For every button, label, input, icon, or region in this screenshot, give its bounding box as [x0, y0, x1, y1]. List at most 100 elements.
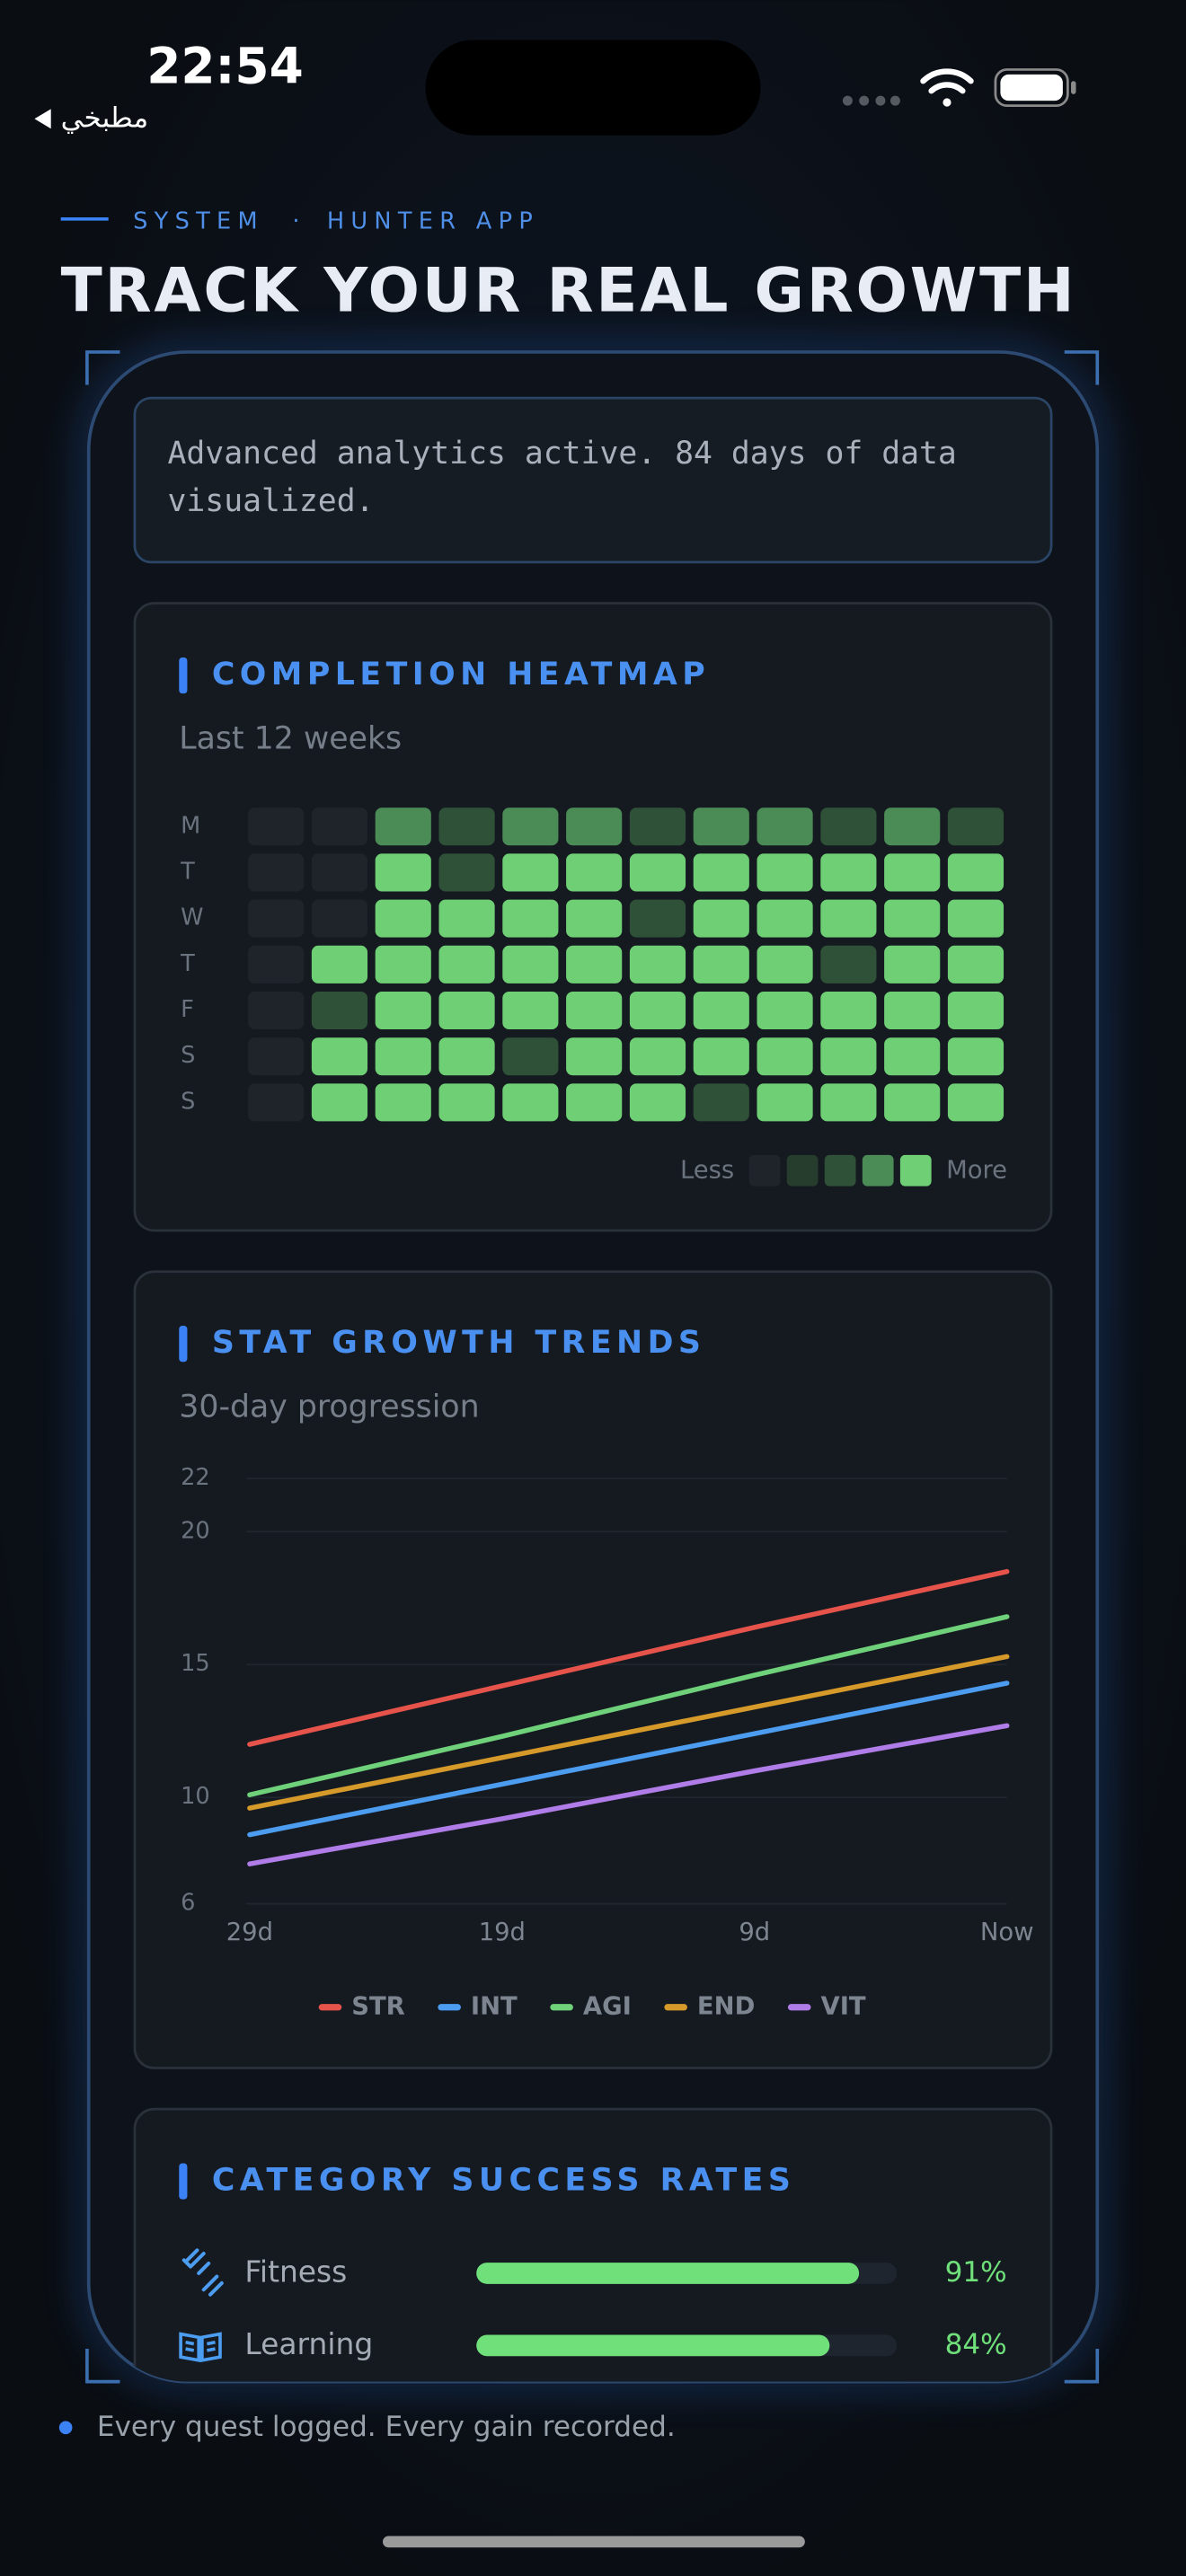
heat-cell — [311, 853, 368, 892]
heat-cell — [947, 1037, 1005, 1076]
dynamic-island — [425, 40, 761, 136]
heat-cell — [693, 1083, 749, 1122]
heat-cell — [248, 899, 305, 938]
heat-cell — [375, 1083, 431, 1122]
legend-label: END — [697, 1992, 755, 2020]
heat-cell — [884, 945, 941, 984]
line-chart: 6 10 15 20 22 29d 19d 9d Now STR INT AGI END VIT — [181, 1464, 1033, 2020]
card-accent — [179, 2163, 188, 2200]
heat-cell — [629, 992, 686, 1030]
back-arrow[interactable] — [34, 109, 51, 129]
card-title: COMPLETION HEATMAP — [212, 657, 710, 693]
y-tick-label: 10 — [181, 1783, 210, 1810]
trends-card — [133, 1270, 1053, 2069]
heat-cell — [375, 807, 431, 846]
day-label: T — [180, 858, 195, 885]
heat-cell — [947, 853, 1005, 892]
heat-cell — [693, 945, 749, 984]
heat-cell — [375, 853, 431, 892]
series-line — [247, 1654, 1010, 1811]
heat-cell — [947, 899, 1005, 938]
y-tick-label: 20 — [181, 1517, 210, 1544]
heat-cell — [757, 899, 813, 938]
legend-swatch — [862, 1154, 894, 1187]
heat-cell — [757, 992, 813, 1030]
heat-cell — [311, 807, 368, 846]
heat-cell — [502, 807, 559, 846]
heat-cell — [438, 899, 495, 938]
heat-cell — [757, 807, 813, 846]
heat-cell — [820, 1037, 877, 1076]
intro-text: Advanced analytics active. 84 days of da… — [167, 436, 957, 520]
heat-cell — [947, 1083, 1005, 1122]
heat-cell — [566, 807, 623, 846]
heat-cell — [375, 992, 431, 1030]
heat-cell — [693, 1037, 749, 1076]
eyebrow-right: HUNTER APP — [327, 207, 539, 234]
heat-cell — [820, 992, 877, 1030]
heat-cell — [375, 945, 431, 984]
heat-cell — [693, 899, 749, 938]
rate-label: 84% — [945, 2328, 1007, 2360]
heat-cell — [375, 899, 431, 938]
heat-cell — [311, 899, 368, 938]
heat-cell — [438, 945, 495, 984]
legend-label: VIT — [820, 1992, 865, 2020]
series-line — [247, 1723, 1010, 1866]
heat-cell — [502, 1083, 559, 1122]
heat-cell — [884, 899, 941, 938]
heat-cell — [629, 807, 686, 846]
legend-swatch — [899, 1154, 932, 1187]
heat-cell — [566, 1037, 623, 1076]
eyebrow-left: SYSTEM — [133, 207, 264, 234]
category-name: Learning — [244, 2326, 373, 2361]
card-title: STAT GROWTH TRENDS — [212, 1325, 706, 1361]
heat-cell — [375, 1037, 431, 1076]
heat-cell — [311, 1037, 368, 1076]
heat-cell — [438, 853, 495, 892]
y-tick-label: 15 — [181, 1650, 210, 1677]
heat-cell — [884, 992, 941, 1030]
x-tick-label: Now — [980, 1919, 1034, 1946]
heat-cell — [693, 992, 749, 1030]
heat-cell — [820, 853, 877, 892]
success-card — [133, 2107, 1053, 2382]
heat-cell — [502, 853, 559, 892]
heat-cell — [757, 1083, 813, 1122]
heat-cell — [248, 1083, 305, 1122]
legend-label: STR — [351, 1992, 405, 2020]
back-link[interactable]: مطبخي — [61, 101, 148, 134]
heat-cell — [566, 992, 623, 1030]
heat-cell — [566, 1083, 623, 1122]
heat-cell — [502, 945, 559, 984]
card-subtitle: Last 12 weeks — [179, 720, 402, 756]
category-name: Fitness — [244, 2254, 347, 2289]
legend-label: INT — [471, 1992, 518, 2020]
legend-more: More — [946, 1157, 1007, 1185]
status-time: 22:54 — [146, 38, 304, 95]
card-accent — [179, 657, 188, 694]
page-title: TRACK YOUR REAL GROWTH — [61, 254, 1077, 325]
heat-cell — [248, 807, 305, 846]
heat-cell — [884, 1037, 941, 1076]
heat-cell — [248, 1037, 305, 1076]
heat-cell — [248, 853, 305, 892]
heat-cell — [502, 899, 559, 938]
heat-cell — [502, 1037, 559, 1076]
series-line — [247, 1568, 1010, 1747]
wifi-icon — [920, 68, 974, 107]
heat-cell — [311, 1083, 368, 1122]
heat-cell — [947, 992, 1005, 1030]
heat-cell — [629, 945, 686, 984]
legend-swatch — [748, 1154, 781, 1187]
day-label: T — [180, 950, 195, 977]
x-tick-label: 29d — [226, 1919, 273, 1946]
heat-cell — [311, 992, 368, 1030]
legend-swatch — [824, 1154, 856, 1187]
card-title: CATEGORY SUCCESS RATES — [212, 2163, 796, 2199]
fitness-icon — [181, 2248, 224, 2297]
y-tick-label: 6 — [181, 1890, 195, 1917]
heat-cell — [820, 899, 877, 938]
frame-content: Advanced analytics active. 84 days of da… — [133, 396, 1053, 2382]
heat-cell — [757, 853, 813, 892]
